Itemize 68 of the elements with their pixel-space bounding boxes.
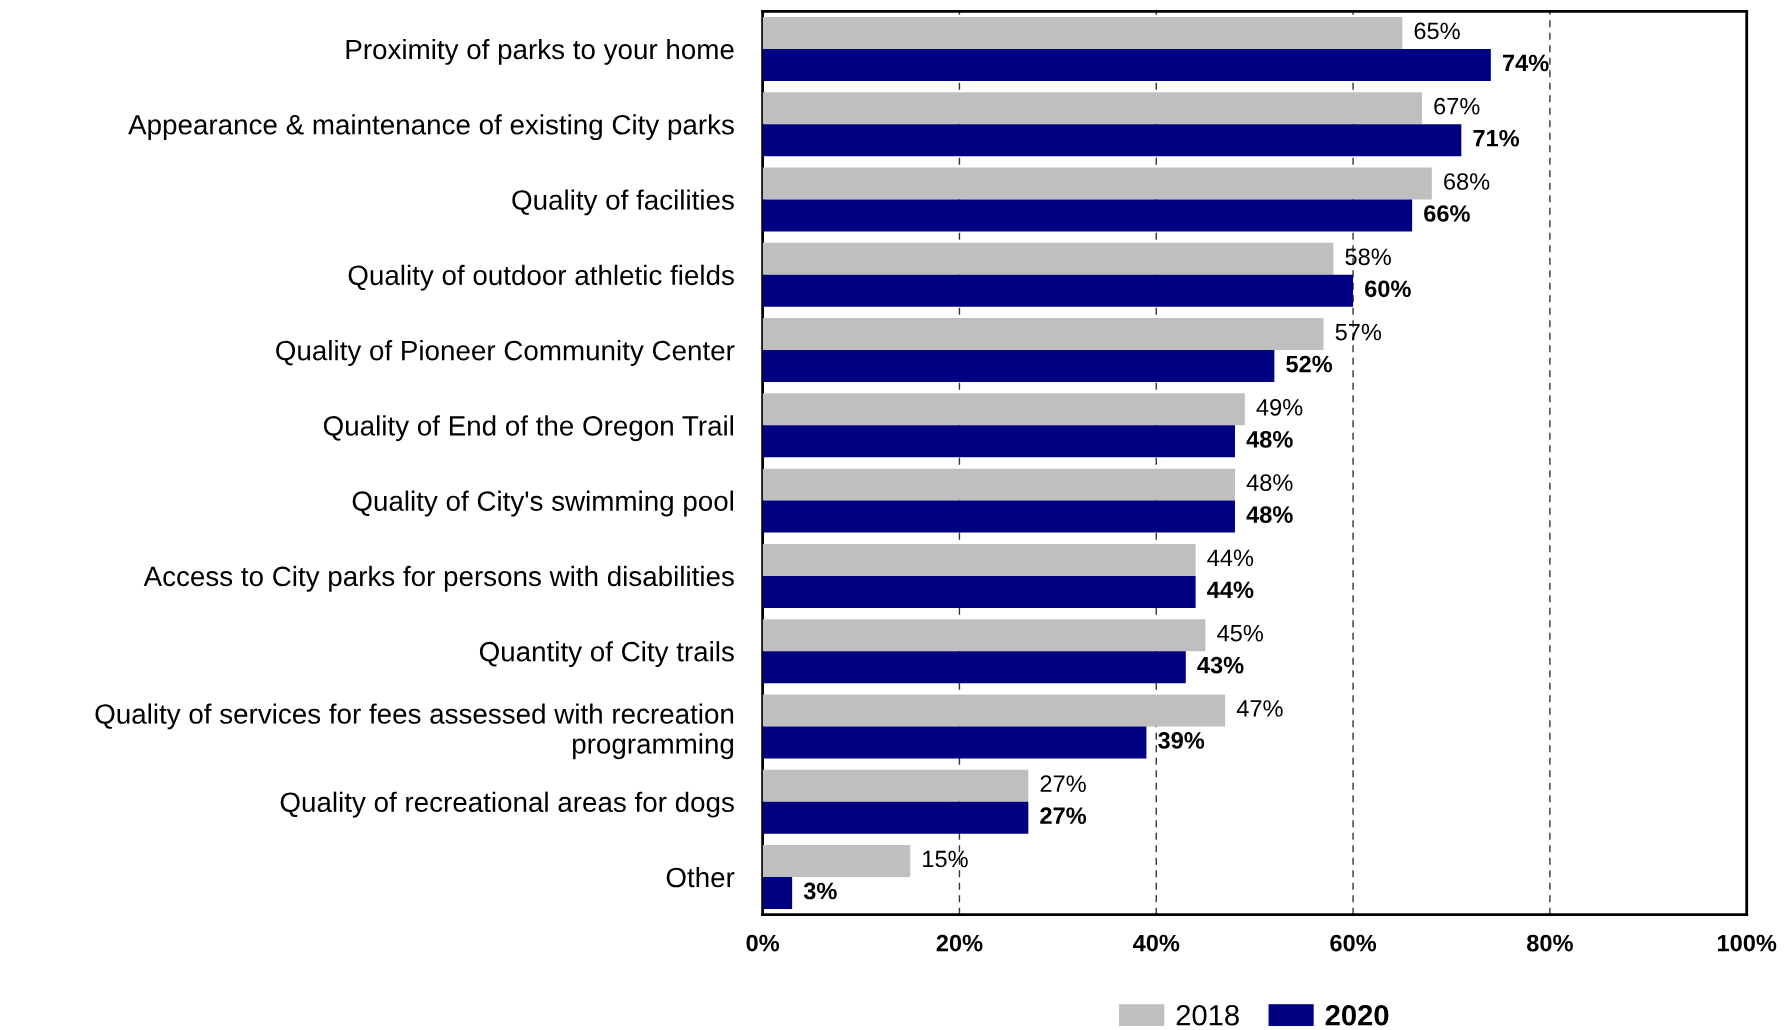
- data-label: 67%: [1434, 97, 1480, 115]
- bar: [762, 801, 1029, 834]
- bar: [762, 425, 1235, 458]
- data-label: 27%: [1040, 807, 1087, 825]
- bar: [762, 845, 911, 877]
- data-label: 52%: [1286, 355, 1333, 373]
- x-tick-label: 100%: [1718, 934, 1777, 952]
- bar: [762, 350, 1275, 383]
- bar: [762, 242, 1334, 275]
- data-label: 48%: [1246, 430, 1293, 448]
- bar: [762, 726, 1147, 759]
- data-label: 48%: [1246, 474, 1293, 491]
- y-tick-label: Quality of services for fees assessed with recreation programming: [95, 703, 734, 760]
- bar: [762, 318, 1324, 351]
- data-label: 27%: [1040, 775, 1086, 792]
- data-label: 49%: [1256, 398, 1303, 416]
- data-label: 45%: [1217, 624, 1263, 642]
- bar: [762, 694, 1226, 727]
- y-tick-label: Proximity of parks to your home: [346, 38, 734, 65]
- data-label: 71%: [1473, 129, 1520, 147]
- data-label: 58%: [1345, 248, 1391, 266]
- data-label: 3%: [803, 882, 837, 900]
- bar: [762, 16, 1403, 49]
- bar: [762, 468, 1235, 501]
- x-tick-label: 40%: [1132, 934, 1180, 952]
- bar: [762, 48, 1491, 81]
- data-label: 43%: [1197, 656, 1244, 674]
- legend-label: 2018: [1176, 1004, 1239, 1026]
- data-label: 44%: [1207, 549, 1254, 567]
- bar: [762, 877, 793, 909]
- data-label: 74%: [1502, 54, 1549, 72]
- bar: [762, 543, 1196, 576]
- y-tick-label: Quality of facilities: [512, 189, 734, 216]
- data-label: 57%: [1335, 323, 1382, 341]
- data-label: 44%: [1207, 581, 1254, 599]
- bar: [762, 124, 1462, 157]
- legend-label: 2020: [1325, 1004, 1389, 1026]
- y-tick-label: Quality of City's swimming pool: [352, 490, 733, 517]
- data-label: 60%: [1365, 280, 1411, 298]
- data-label: 68%: [1444, 173, 1490, 190]
- data-label: 65%: [1414, 22, 1460, 40]
- data-label: 48%: [1246, 506, 1293, 523]
- bar: [762, 651, 1186, 684]
- y-tick-label: Quality of End of the Oregon Trail: [323, 415, 734, 442]
- y-tick-label: Appearance & maintenance of existing City parks: [128, 114, 734, 141]
- bar: [762, 274, 1354, 307]
- data-label: 39%: [1158, 732, 1205, 749]
- x-tick-label: 20%: [936, 934, 983, 952]
- bar: [762, 167, 1432, 200]
- bar: [762, 92, 1422, 125]
- y-tick-label: Quality of Pioneer Community Center: [276, 340, 735, 366]
- data-label: 47%: [1236, 700, 1283, 717]
- bar: [762, 393, 1245, 426]
- x-tick-label: 0%: [746, 934, 780, 952]
- y-tick-label: Quantity of City trails: [479, 641, 734, 667]
- data-label: 66%: [1424, 205, 1470, 222]
- y-tick-label: Access to City parks for persons with disabilities: [143, 565, 734, 592]
- bar: [762, 500, 1235, 533]
- y-tick-label: Quality of recreational areas for dogs: [280, 791, 734, 818]
- bar: [762, 575, 1196, 608]
- x-tick-label: 60%: [1330, 934, 1377, 952]
- y-tick-label: Quality of outdoor athletic fields: [348, 264, 734, 291]
- data-label: 15%: [923, 850, 968, 868]
- x-tick-label: 80%: [1527, 934, 1573, 952]
- bar: [762, 619, 1206, 652]
- y-tick-label: Other: [666, 866, 735, 888]
- bar: [762, 769, 1029, 802]
- bar: [762, 199, 1413, 232]
